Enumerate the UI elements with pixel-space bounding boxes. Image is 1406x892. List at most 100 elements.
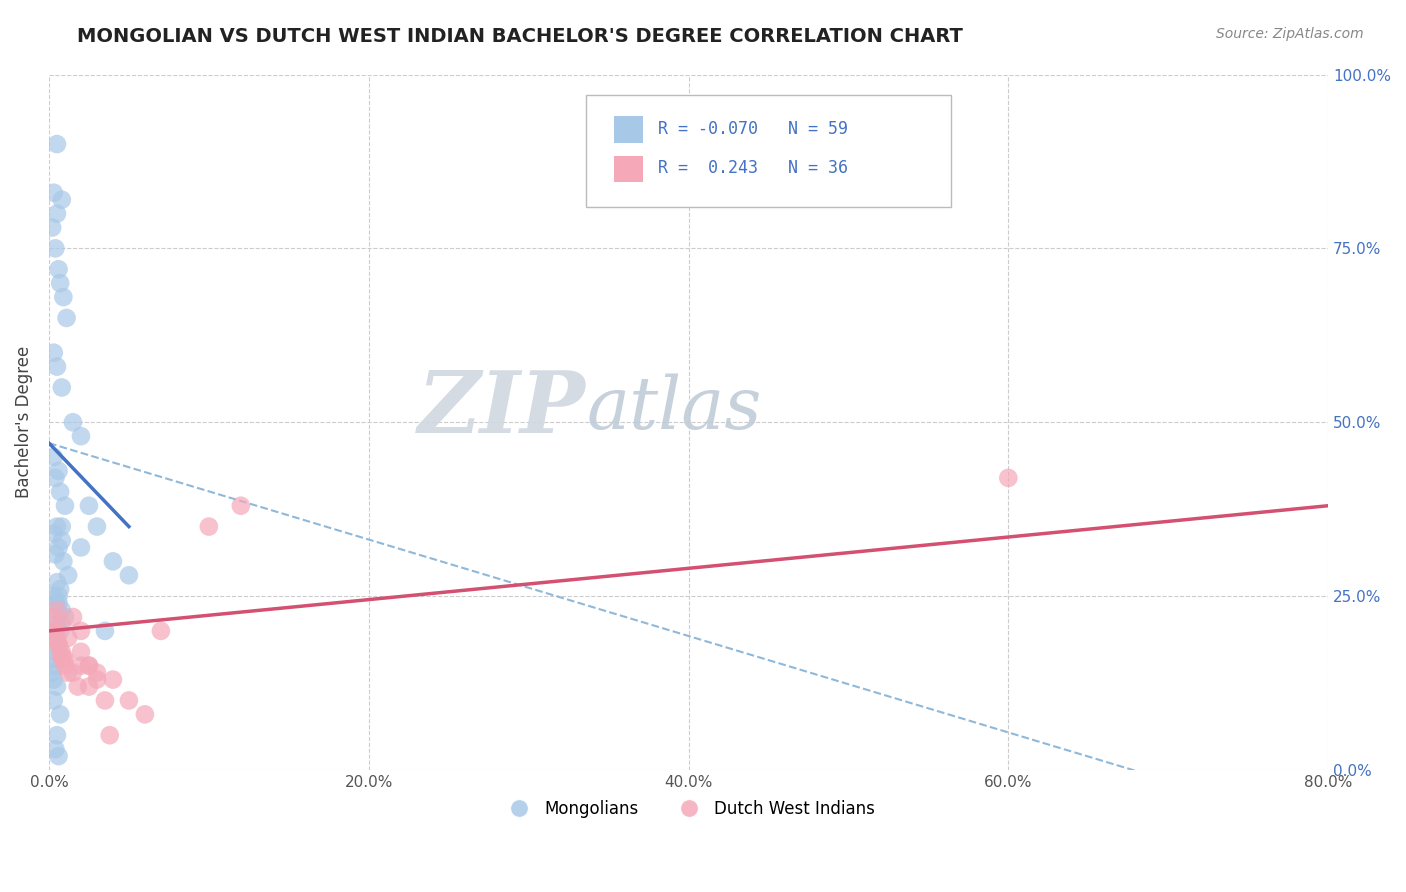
Point: [42, 651, 65, 665]
Point: [997, 471, 1019, 485]
Point: [53, 499, 76, 513]
Point: [42, 186, 65, 200]
FancyBboxPatch shape: [614, 156, 643, 182]
Point: [46, 680, 69, 694]
Point: [42, 610, 65, 624]
Text: R = -0.070   N = 59: R = -0.070 N = 59: [658, 120, 848, 137]
Point: [44, 471, 66, 485]
Point: [51, 603, 73, 617]
Point: [56, 631, 79, 645]
Point: [42, 589, 65, 603]
Point: [44, 241, 66, 255]
Point: [49, 707, 72, 722]
Point: [52, 651, 75, 665]
Point: [70, 541, 93, 555]
Point: [51, 533, 73, 548]
Point: [44, 742, 66, 756]
Point: [49, 645, 72, 659]
Point: [46, 206, 69, 220]
Point: [51, 380, 73, 394]
Point: [46, 575, 69, 590]
Point: [70, 645, 93, 659]
Point: [51, 651, 73, 665]
Point: [198, 519, 221, 533]
Point: [51, 519, 73, 533]
Point: [44, 658, 66, 673]
Point: [44, 610, 66, 624]
Point: [53, 658, 76, 673]
Point: [52, 290, 75, 304]
Point: [42, 526, 65, 541]
Point: [44, 631, 66, 645]
Point: [51, 645, 73, 659]
Point: [46, 645, 69, 659]
Point: [51, 193, 73, 207]
Point: [86, 665, 108, 680]
Point: [77, 658, 100, 673]
Point: [49, 484, 72, 499]
Point: [66, 680, 89, 694]
Point: [46, 519, 69, 533]
Point: [41, 665, 63, 680]
Point: [62, 665, 84, 680]
Point: [42, 624, 65, 638]
Point: [46, 631, 69, 645]
Point: [44, 624, 66, 638]
Point: [70, 624, 93, 638]
Point: [44, 624, 66, 638]
Point: [77, 680, 100, 694]
Text: ZIP: ZIP: [419, 367, 586, 450]
Point: [101, 554, 124, 568]
Point: [42, 673, 65, 687]
Point: [229, 499, 252, 513]
Point: [94, 693, 117, 707]
Point: [51, 616, 73, 631]
Point: [49, 624, 72, 638]
Point: [49, 582, 72, 597]
Point: [48, 464, 70, 478]
Point: [48, 638, 70, 652]
Point: [86, 673, 108, 687]
Point: [118, 568, 141, 582]
Point: [42, 693, 65, 707]
Point: [42, 450, 65, 464]
Point: [46, 603, 69, 617]
Point: [42, 345, 65, 359]
Point: [46, 359, 69, 374]
Point: [44, 548, 66, 562]
Point: [149, 624, 172, 638]
Point: [53, 610, 76, 624]
Point: [48, 638, 70, 652]
Point: [94, 624, 117, 638]
Point: [44, 596, 66, 610]
Point: [48, 596, 70, 610]
Text: Source: ZipAtlas.com: Source: ZipAtlas.com: [1216, 27, 1364, 41]
Point: [56, 568, 79, 582]
Point: [46, 616, 69, 631]
FancyBboxPatch shape: [614, 116, 643, 143]
Text: atlas: atlas: [586, 373, 762, 443]
Point: [55, 310, 77, 325]
Text: R =  0.243   N = 36: R = 0.243 N = 36: [658, 160, 848, 178]
Point: [52, 554, 75, 568]
Point: [41, 220, 63, 235]
Point: [77, 499, 100, 513]
FancyBboxPatch shape: [586, 95, 950, 207]
Point: [48, 541, 70, 555]
Text: MONGOLIAN VS DUTCH WEST INDIAN BACHELOR'S DEGREE CORRELATION CHART: MONGOLIAN VS DUTCH WEST INDIAN BACHELOR'…: [77, 27, 963, 45]
Y-axis label: Bachelor's Degree: Bachelor's Degree: [15, 346, 32, 499]
Point: [86, 519, 108, 533]
Point: [98, 728, 121, 742]
Point: [56, 665, 79, 680]
Point: [53, 651, 76, 665]
Point: [48, 638, 70, 652]
Point: [49, 276, 72, 290]
Point: [118, 693, 141, 707]
Point: [62, 415, 84, 429]
Point: [70, 429, 93, 443]
Point: [101, 673, 124, 687]
Point: [48, 749, 70, 764]
Point: [77, 658, 100, 673]
Point: [134, 707, 156, 722]
Legend: Mongolians, Dutch West Indians: Mongolians, Dutch West Indians: [496, 793, 882, 824]
